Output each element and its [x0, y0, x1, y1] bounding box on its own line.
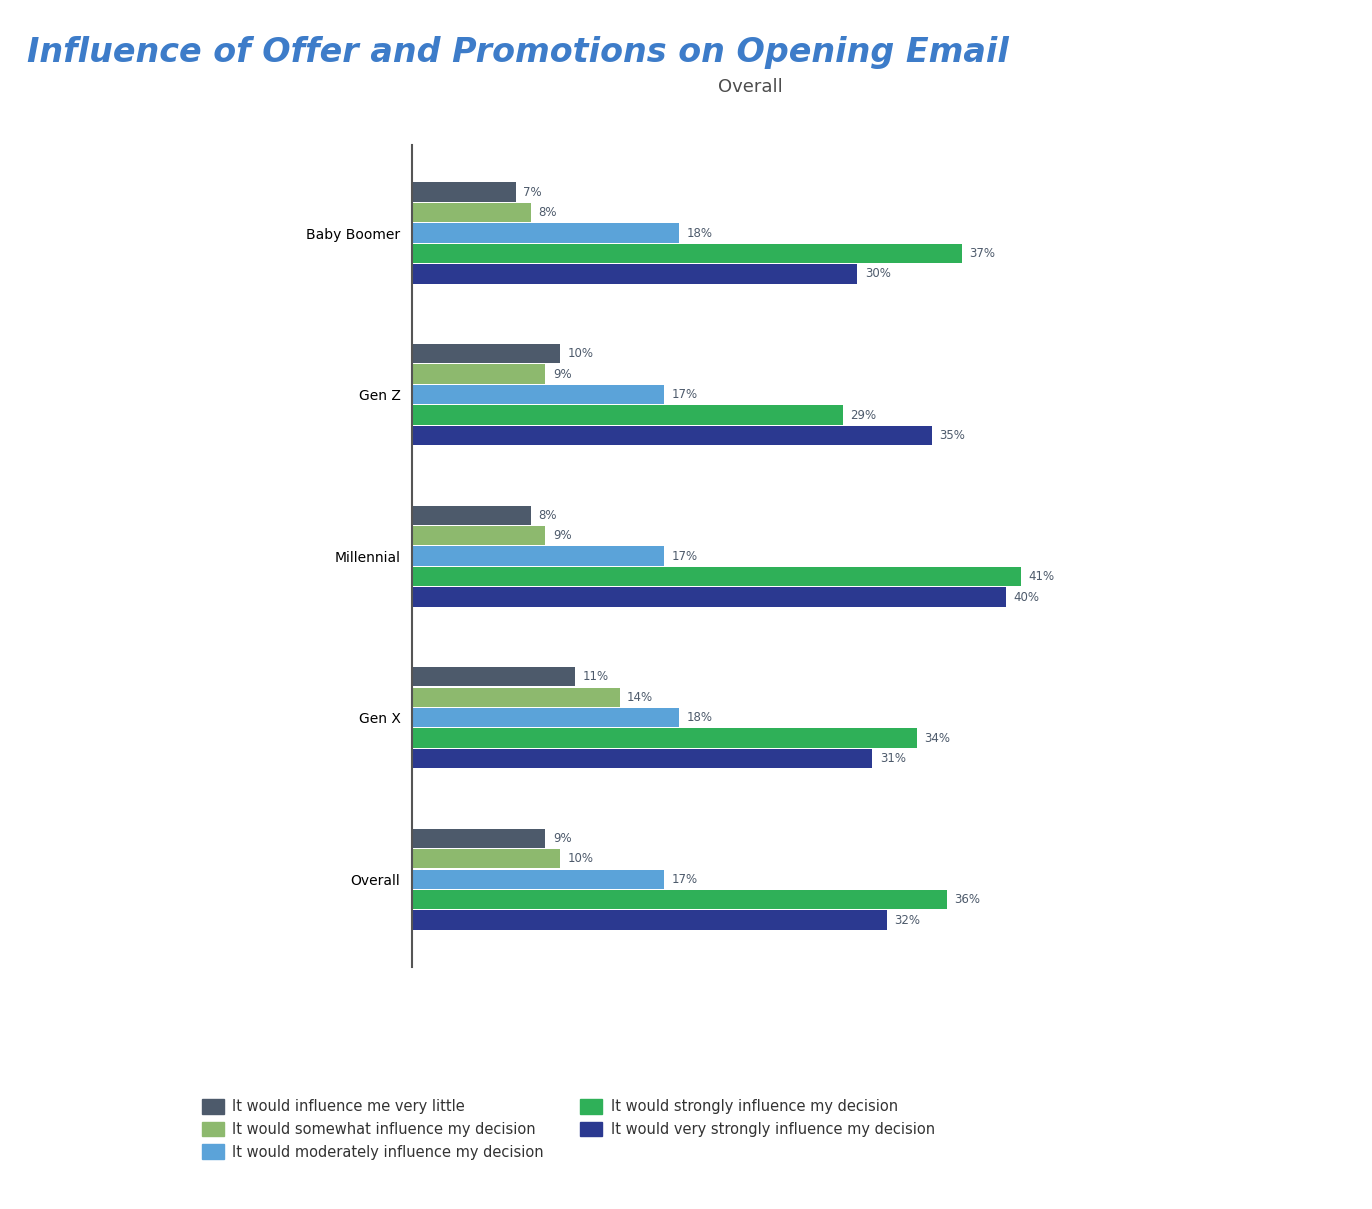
Text: 34%: 34%: [925, 731, 951, 745]
Bar: [412, 183, 516, 202]
Bar: [412, 384, 664, 404]
Text: 8%: 8%: [538, 206, 557, 219]
Text: 32%: 32%: [895, 914, 921, 926]
Text: 9%: 9%: [553, 368, 571, 381]
Text: 10%: 10%: [568, 347, 594, 360]
Bar: [412, 588, 1006, 607]
Text: 29%: 29%: [851, 409, 877, 422]
Text: 17%: 17%: [672, 550, 698, 562]
Text: Overall: Overall: [718, 77, 783, 96]
Text: 9%: 9%: [553, 832, 571, 845]
Text: 30%: 30%: [864, 267, 890, 280]
Bar: [412, 910, 888, 930]
Text: 18%: 18%: [686, 711, 712, 724]
Text: 37%: 37%: [969, 247, 995, 260]
Bar: [412, 426, 932, 445]
Bar: [412, 748, 873, 768]
Text: 17%: 17%: [672, 873, 698, 886]
Bar: [412, 849, 560, 868]
Bar: [412, 869, 664, 889]
Bar: [412, 729, 916, 748]
Text: Influence of Offer and Promotions on Opening Email: Influence of Offer and Promotions on Ope…: [27, 36, 1010, 69]
Bar: [412, 405, 842, 424]
Text: 14%: 14%: [627, 690, 653, 704]
Bar: [412, 828, 545, 848]
Bar: [412, 546, 664, 566]
Bar: [412, 505, 531, 525]
Legend: It would influence me very little, It would somewhat influence my decision, It w: It would influence me very little, It wo…: [196, 1093, 941, 1165]
Bar: [412, 345, 560, 364]
Bar: [412, 526, 545, 545]
Bar: [412, 708, 679, 728]
Text: 18%: 18%: [686, 226, 712, 239]
Bar: [412, 364, 545, 383]
Text: 8%: 8%: [538, 509, 557, 522]
Bar: [412, 244, 962, 264]
Bar: [412, 203, 531, 222]
Bar: [412, 667, 575, 687]
Text: 10%: 10%: [568, 852, 594, 866]
Text: 9%: 9%: [553, 530, 571, 542]
Text: 11%: 11%: [583, 670, 609, 683]
Text: 40%: 40%: [1014, 590, 1040, 603]
Text: 17%: 17%: [672, 388, 698, 401]
Bar: [412, 890, 947, 909]
Text: 41%: 41%: [1029, 571, 1055, 583]
Bar: [412, 688, 620, 707]
Bar: [412, 567, 1021, 586]
Text: 31%: 31%: [879, 752, 906, 765]
Text: 35%: 35%: [940, 429, 965, 442]
Bar: [412, 265, 858, 284]
Bar: [412, 224, 679, 243]
Text: 7%: 7%: [523, 186, 542, 198]
Text: 36%: 36%: [954, 893, 980, 907]
